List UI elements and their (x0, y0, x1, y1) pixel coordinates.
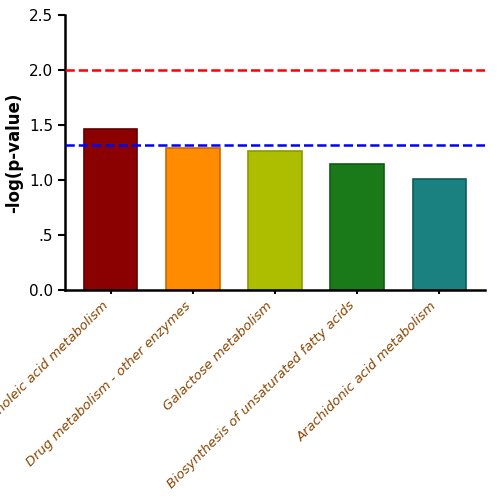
Bar (166, 148, 220, 290)
Bar (84, 130, 138, 290)
Y-axis label: -log(p-value): -log(p-value) (6, 92, 24, 212)
Bar (248, 152, 302, 290)
Bar (412, 179, 466, 290)
Bar (330, 164, 384, 290)
